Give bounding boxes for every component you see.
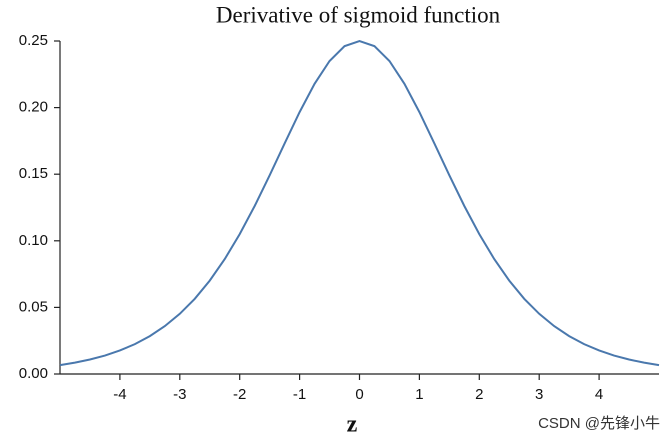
x-tick-label: -3 bbox=[173, 386, 186, 403]
x-tick-label: 3 bbox=[535, 386, 543, 403]
x-tick-label: 2 bbox=[475, 386, 483, 403]
x-tick-label: 4 bbox=[595, 386, 603, 403]
y-tick-label: 0.25 bbox=[19, 32, 48, 49]
x-tick-label: -4 bbox=[113, 386, 126, 403]
y-tick-label: 0.00 bbox=[19, 365, 48, 382]
x-tick-label: 1 bbox=[415, 386, 423, 403]
x-axis-label: z bbox=[347, 412, 358, 438]
watermark: CSDN @先锋小牛 bbox=[538, 415, 660, 432]
y-tick-label: 0.05 bbox=[19, 298, 48, 315]
y-tick-label: 0.10 bbox=[19, 232, 48, 249]
line bbox=[59, 39, 660, 367]
y-tick-label: 0.15 bbox=[19, 165, 48, 182]
chart-title: Derivative of sigmoid function bbox=[216, 2, 501, 27]
x-tick-label: -2 bbox=[233, 386, 246, 403]
x-tick-label: -1 bbox=[293, 386, 306, 403]
x-tick-label: 0 bbox=[355, 386, 363, 403]
y-tick-label: 0.20 bbox=[19, 99, 48, 116]
